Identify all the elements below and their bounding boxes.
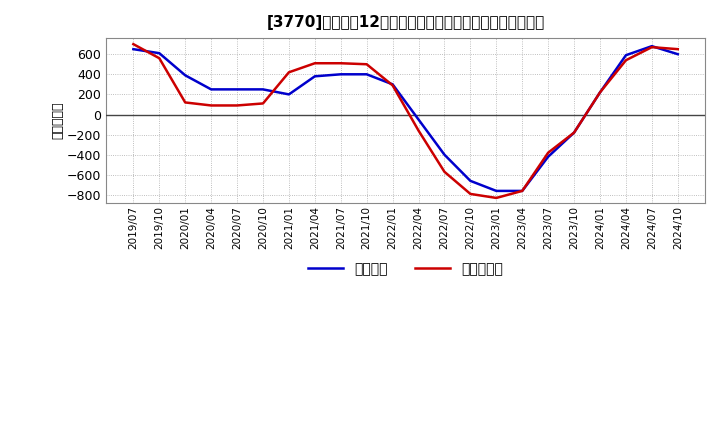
- 経常利益: [284, 92, 293, 97]
- Line: 当期純利益: 当期純利益: [133, 44, 678, 198]
- 当期純利益: [129, 41, 138, 47]
- Y-axis label: （百万円）: （百万円）: [51, 102, 64, 139]
- 当期純利益: [414, 128, 423, 133]
- 当期純利益: [518, 188, 526, 194]
- 当期純利益: [284, 70, 293, 75]
- 当期純利益: [233, 103, 241, 108]
- 当期純利益: [362, 62, 371, 67]
- 当期純利益: [155, 55, 163, 61]
- 経常利益: [129, 47, 138, 52]
- 当期純利益: [207, 103, 215, 108]
- 経常利益: [414, 117, 423, 122]
- 経常利益: [492, 188, 500, 194]
- 当期純利益: [492, 195, 500, 201]
- 経常利益: [466, 178, 474, 183]
- 経常利益: [207, 87, 215, 92]
- Line: 経常利益: 経常利益: [133, 46, 678, 191]
- 経常利益: [233, 87, 241, 92]
- 経常利益: [570, 130, 578, 135]
- 当期純利益: [647, 44, 656, 50]
- Title: [3770]　利益の12か月移動合計の対前年同期増減額の推移: [3770] 利益の12か月移動合計の対前年同期増減額の推移: [266, 15, 545, 30]
- 当期純利益: [181, 100, 189, 105]
- 当期純利益: [258, 101, 267, 106]
- 当期純利益: [466, 191, 474, 197]
- 経常利益: [258, 87, 267, 92]
- 経常利益: [440, 152, 449, 158]
- 当期純利益: [570, 130, 578, 135]
- 当期純利益: [595, 90, 604, 95]
- 経常利益: [388, 82, 397, 87]
- 経常利益: [181, 73, 189, 78]
- 当期純利益: [336, 61, 345, 66]
- 経常利益: [595, 90, 604, 95]
- 当期純利益: [673, 47, 682, 52]
- 経常利益: [155, 51, 163, 56]
- 経常利益: [647, 44, 656, 49]
- 当期純利益: [310, 61, 319, 66]
- 当期純利益: [621, 58, 630, 63]
- 経常利益: [621, 52, 630, 58]
- 経常利益: [518, 188, 526, 194]
- 経常利益: [673, 51, 682, 57]
- 当期純利益: [388, 83, 397, 88]
- 当期純利益: [440, 169, 449, 174]
- 経常利益: [362, 72, 371, 77]
- Legend: 経常利益, 当期純利益: 経常利益, 当期純利益: [302, 257, 508, 282]
- 経常利益: [336, 72, 345, 77]
- 経常利益: [310, 73, 319, 79]
- 経常利益: [544, 154, 552, 159]
- 当期純利益: [544, 150, 552, 155]
